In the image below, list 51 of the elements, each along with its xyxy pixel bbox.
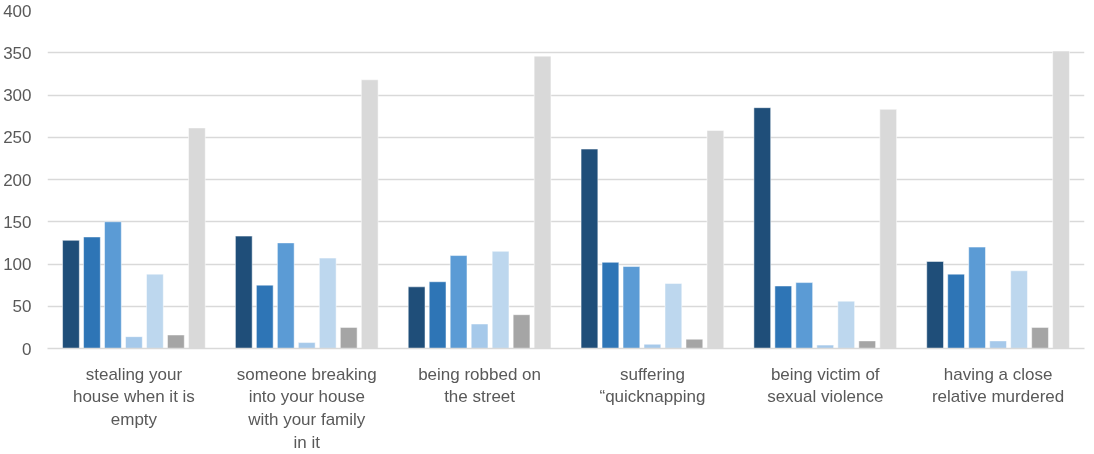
bar xyxy=(167,334,185,349)
bar xyxy=(449,255,468,349)
y-tick-label: 150 xyxy=(3,212,32,232)
y-tick-label: 100 xyxy=(3,255,32,274)
bar xyxy=(104,221,122,349)
bar xyxy=(837,300,855,349)
bar xyxy=(753,107,771,349)
bar xyxy=(968,246,986,349)
bar xyxy=(1010,270,1028,349)
y-tick-label: 250 xyxy=(3,128,32,148)
x-tick-label: suffering “quicknapping xyxy=(599,364,706,407)
bar xyxy=(774,285,792,349)
bar xyxy=(83,236,101,349)
x-tick-label: having a close relative murdered xyxy=(931,364,1065,407)
bar xyxy=(470,323,489,349)
bar xyxy=(235,235,253,349)
y-tick-label: 50 xyxy=(12,297,32,317)
bar xyxy=(816,344,834,349)
bar xyxy=(926,261,944,349)
bar xyxy=(277,242,295,349)
y-tick-label: 300 xyxy=(3,86,32,105)
x-tick-label: stealing your house when it is empty xyxy=(72,364,195,430)
bar xyxy=(989,340,1007,349)
bar xyxy=(298,342,316,349)
bar xyxy=(125,336,143,349)
bar xyxy=(643,344,662,349)
x-tick-label: being robbed on the street xyxy=(418,364,542,407)
y-tick-label: 400 xyxy=(3,1,32,21)
y-tick-label: 200 xyxy=(3,170,32,190)
bar xyxy=(146,273,164,349)
bar xyxy=(491,251,510,349)
bar xyxy=(340,327,358,349)
x-tick-label: being victim of sexual violence xyxy=(767,364,884,407)
bar xyxy=(256,284,274,349)
bar xyxy=(858,340,876,349)
bar xyxy=(428,281,447,349)
bar xyxy=(62,240,80,349)
bar xyxy=(664,283,683,349)
bar xyxy=(795,282,813,349)
bar xyxy=(407,286,426,349)
bar xyxy=(1031,327,1049,349)
bar xyxy=(580,148,599,349)
bar xyxy=(319,257,337,349)
bar xyxy=(512,314,531,349)
y-tick-label: 350 xyxy=(3,43,32,63)
bar xyxy=(685,338,704,349)
x-tick-label: someone breaking into your house with your family in it xyxy=(236,364,377,452)
bar xyxy=(947,273,965,349)
bar xyxy=(601,262,620,349)
y-tick-label: 0 xyxy=(22,339,32,359)
bar xyxy=(622,266,641,349)
